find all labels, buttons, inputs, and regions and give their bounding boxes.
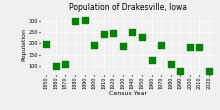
Y-axis label: Population: Population bbox=[22, 28, 27, 61]
Point bbox=[188, 46, 192, 48]
Point bbox=[207, 71, 211, 72]
Point bbox=[169, 63, 172, 64]
Point bbox=[73, 20, 77, 22]
Point bbox=[178, 71, 182, 72]
Point bbox=[83, 19, 86, 21]
Point bbox=[112, 32, 115, 34]
Point bbox=[102, 34, 105, 35]
Point bbox=[140, 36, 144, 38]
Point bbox=[121, 45, 125, 47]
Point bbox=[54, 65, 58, 67]
X-axis label: Census Year: Census Year bbox=[108, 91, 147, 96]
Point bbox=[159, 44, 163, 45]
Point bbox=[150, 59, 153, 61]
Title: Population of Drakesville, Iowa: Population of Drakesville, Iowa bbox=[69, 3, 187, 12]
Point bbox=[92, 44, 96, 45]
Point bbox=[44, 43, 48, 45]
Point bbox=[131, 31, 134, 33]
Point bbox=[198, 46, 201, 48]
Point bbox=[64, 63, 67, 64]
